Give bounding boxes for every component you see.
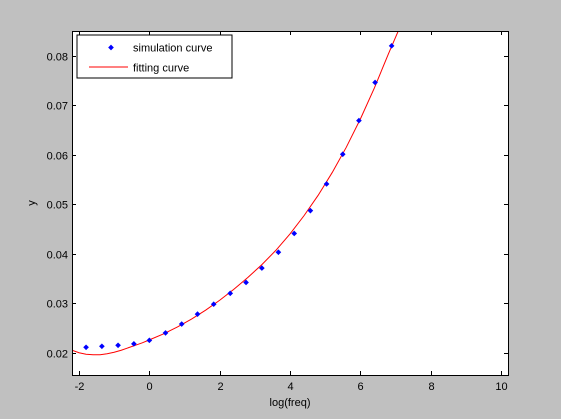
- legend-label-fitting: fitting curve: [133, 63, 189, 75]
- x-axis-ticks: -2 0 2 4 6 8 10: [75, 31, 508, 393]
- y-axis-ticks: 0.02 0.03 0.04 0.05 0.06 0.07 0.08: [47, 52, 508, 361]
- y-tick-label: 0.02: [47, 349, 68, 361]
- legend: simulation curve fitting curve: [76, 34, 233, 79]
- legend-box: [76, 34, 233, 79]
- y-tick-label: 0.03: [47, 299, 68, 311]
- simulation-point: [146, 337, 153, 344]
- x-tick-label: 10: [495, 381, 507, 393]
- simulation-point: [307, 207, 314, 214]
- x-tick-label: 2: [217, 381, 223, 393]
- simulation-point: [162, 330, 169, 336]
- y-tick-label: 0.06: [47, 151, 68, 163]
- plot-area: -2 0 2 4 6 8 10 0.02 0.03 0.04 0.05 0.06 0.07 0.08: [47, 31, 509, 393]
- x-tick-label: -2: [75, 381, 85, 393]
- fitting-curve-line: [72, 31, 399, 356]
- simulation-point: [115, 342, 121, 349]
- y-tick-label: 0.07: [47, 101, 68, 113]
- y-tick-label: 0.08: [47, 52, 68, 64]
- y-axis-label: y: [26, 200, 38, 206]
- simulation-point: [210, 301, 217, 308]
- x-tick-label: 4: [287, 381, 293, 393]
- simulation-point: [243, 279, 249, 286]
- legend-label-simulation: simulation curve: [133, 43, 212, 55]
- simulation-point: [275, 249, 282, 256]
- fitting-curve-layer: [72, 31, 399, 356]
- simulation-point: [259, 265, 265, 271]
- x-tick-label: 6: [357, 381, 363, 393]
- simulation-point: [323, 181, 330, 187]
- x-tick-label: 0: [146, 381, 152, 393]
- x-tick-label: 8: [428, 381, 434, 393]
- x-axis-label: log(freq): [270, 397, 311, 409]
- simulation-point: [194, 311, 201, 317]
- simulation-point: [131, 340, 137, 347]
- y-tick-label: 0.05: [47, 200, 68, 212]
- axes-background: [72, 31, 508, 375]
- y-tick-label: 0.04: [47, 250, 68, 262]
